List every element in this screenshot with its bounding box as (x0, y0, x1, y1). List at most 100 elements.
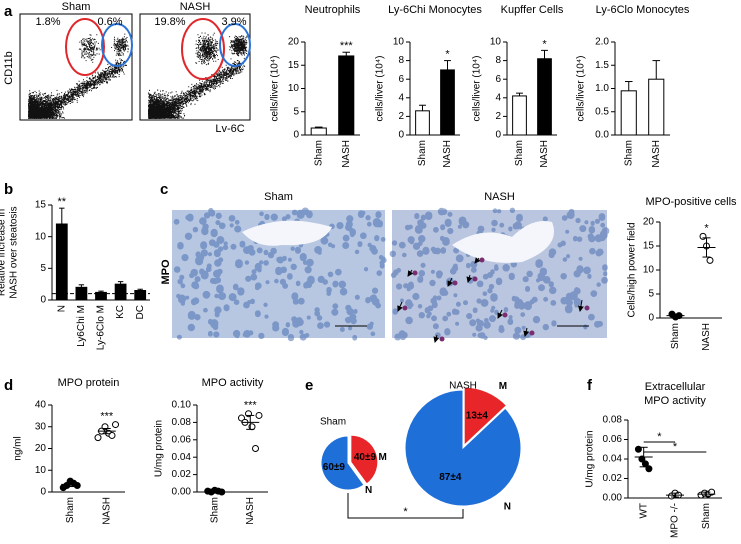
slice-value-label: 40±9 (354, 452, 377, 463)
x-tick-label: MPO -/- (670, 503, 681, 538)
bar (310, 127, 327, 136)
x-tick-label: Sham (623, 140, 634, 166)
x-tick-label: WT (638, 503, 649, 519)
gate (101, 23, 133, 67)
mpo-cell (452, 280, 458, 286)
bar (512, 95, 527, 136)
y-tick-label: 4 (398, 92, 404, 103)
slice-value-label: 60±9 (323, 462, 346, 473)
arrow (497, 309, 503, 319)
chart-title: MPO protein (58, 377, 120, 389)
y-tick-label: 10 (35, 231, 47, 242)
x-tick-label: NASH (539, 140, 550, 168)
gate (181, 18, 225, 80)
bar (95, 291, 107, 301)
mpo-cell (439, 336, 445, 342)
y-tick-label: 20 (35, 443, 47, 454)
y-tick-label: 0.08 (603, 415, 623, 426)
y-tick-label: 15 (288, 60, 300, 71)
pie-title: NASH (449, 381, 477, 392)
y-tick-label: 8 (495, 55, 501, 66)
y-tick-label: 15 (35, 200, 47, 211)
x-tick-label: Sham (313, 140, 324, 166)
y-tick-label: 8 (398, 55, 404, 66)
vessel (242, 220, 332, 246)
chart-title: Kupffer Cells (501, 4, 564, 16)
bar (620, 90, 637, 136)
flow-events (148, 32, 248, 119)
y-tick-label: 1.0 (595, 83, 609, 94)
x-tick-label: NASH (341, 140, 352, 168)
chart-title: Ly-6Clo Monocytes (596, 4, 690, 16)
y-tick-label: 0.00 (603, 493, 623, 504)
pie-slice (350, 434, 379, 485)
pie-title: Sham (320, 417, 346, 428)
y-axis-label: NASH over steatosis (9, 206, 20, 298)
x-tick-label: Sham (670, 323, 681, 349)
histology-title: Sham (264, 191, 293, 203)
y-tick-label: 30 (35, 421, 47, 432)
arrow (447, 277, 453, 287)
y-tick-label: 0.04 (172, 452, 192, 463)
data-point (706, 256, 714, 264)
data-point (73, 481, 81, 489)
significance: * (445, 49, 450, 61)
flow-title: Sham (62, 1, 91, 13)
data-point (218, 488, 226, 496)
pie-slice (463, 386, 508, 447)
y-tick-label: 0 (40, 295, 46, 306)
bar (415, 110, 430, 136)
vessel (452, 221, 554, 263)
y-tick-label: 40 (35, 400, 47, 411)
gate (65, 18, 105, 76)
y-tick-label: 0.04 (603, 454, 623, 465)
comparison-bracket (347, 493, 464, 519)
x-tick-label: Sham (701, 503, 712, 529)
mpo-cell (479, 257, 485, 263)
y-tick-label: 0 (293, 130, 299, 141)
significance: * (704, 222, 709, 234)
significance: *** (340, 40, 354, 52)
mpo-cell (412, 270, 418, 276)
y-tick-label: 0 (398, 130, 404, 141)
gate-percent: 19.8% (154, 16, 185, 28)
flow-y-label: CD11b (3, 51, 15, 84)
x-tick-label: Sham (417, 140, 428, 166)
panel-letter: d (4, 377, 13, 394)
histology-title: NASH (484, 191, 515, 203)
y-axis-label: cells/liver (10⁴) (270, 56, 281, 122)
stain-label: MPO (160, 259, 172, 285)
chart-title: Extracellular (645, 381, 706, 393)
y-tick-label: 1.5 (595, 60, 609, 71)
data-point (112, 421, 119, 429)
y-axis-label: cells/liver (10⁴) (576, 56, 587, 122)
mpo-cell (502, 312, 508, 318)
slice-category-label: M (378, 452, 386, 463)
bar (440, 69, 455, 136)
x-tick-label: Sham (209, 497, 220, 523)
y-tick-label: 0.00 (172, 487, 192, 498)
y-axis-label: U/mg protein (154, 420, 165, 477)
y-tick-label: 6 (495, 74, 501, 85)
y-tick-label: 5 (648, 289, 654, 300)
y-tick-label: 0.02 (172, 469, 192, 480)
y-tick-label: 0 (40, 487, 46, 498)
significance: ** (58, 196, 67, 208)
bar (338, 55, 355, 136)
arrow (577, 299, 584, 312)
gate (219, 23, 251, 67)
bar (648, 78, 665, 136)
y-tick-label: 10 (288, 83, 300, 94)
mpo-cell (529, 330, 535, 336)
pie-slice (404, 389, 522, 507)
flow-title: NASH (180, 1, 211, 13)
gate-percent: 3.9% (221, 16, 246, 28)
slice-category-label: N (365, 485, 372, 496)
arrow (523, 327, 530, 337)
panel-letter: b (4, 181, 13, 198)
flow-x-label: Lv-6C (215, 123, 244, 135)
y-tick-label: 10 (643, 265, 655, 276)
chart-title: Neutrophils (305, 4, 361, 16)
y-tick-label: 20 (288, 37, 300, 48)
significance: * (542, 38, 547, 50)
